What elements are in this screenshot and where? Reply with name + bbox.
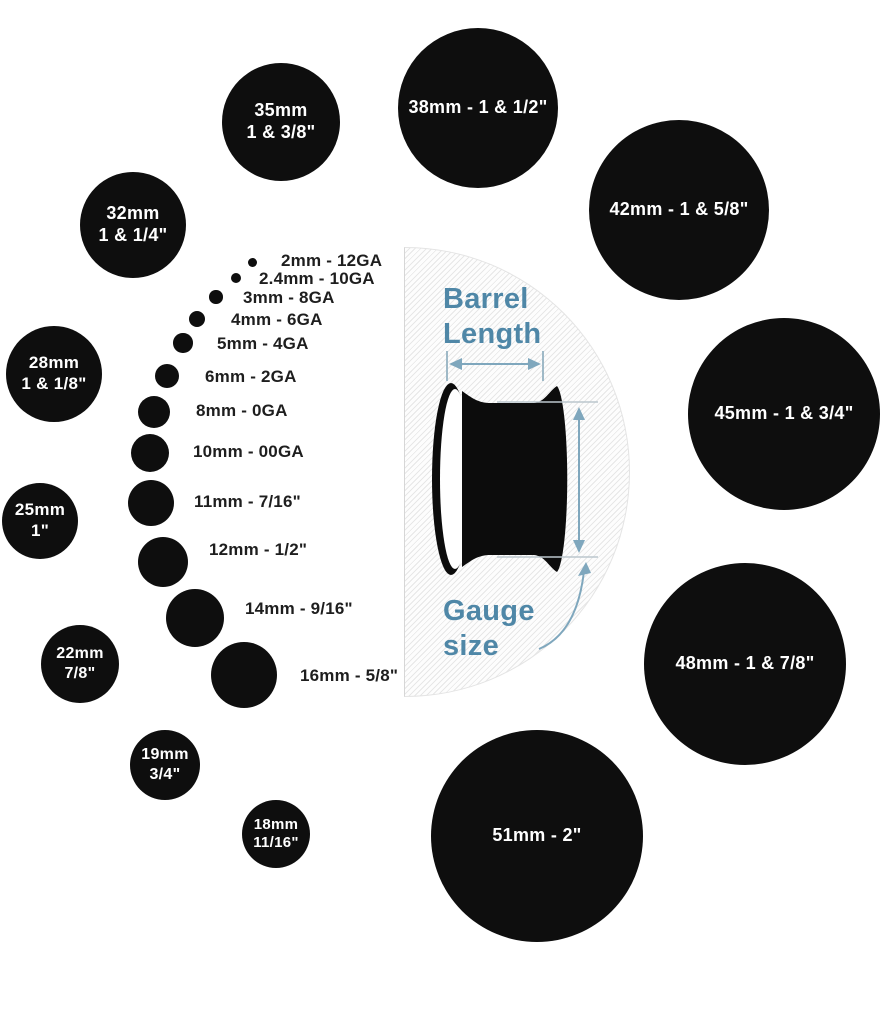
size-circle-label: 48mm - 1 & 7/8": [675, 653, 815, 674]
gauge-dot-3mm: [209, 290, 223, 304]
gauge-dot-10mm: [131, 434, 169, 472]
gauge-dot-5mm: [173, 333, 193, 353]
gauge-dot-label-2mm: 2mm - 12GA: [281, 251, 383, 270]
gauge-dot-2mm: [247, 257, 257, 267]
size-circle-label: 1": [30, 521, 50, 540]
size-circle-42mm: 42mm - 1 & 5/8": [589, 120, 769, 300]
size-circle-38mm: 38mm - 1 & 1/2": [398, 28, 558, 188]
size-circle-label: 42mm - 1 & 5/8": [609, 199, 749, 220]
size-circle-22mm: 22mm 7/8": [41, 625, 119, 703]
gauge-dot-14mm: [166, 589, 224, 647]
gauge-dot-label-16mm: 16mm - 5/8": [300, 666, 399, 685]
gauge-dot-label-3mm: 3mm - 8GA: [243, 288, 335, 307]
barrel-length-label-line2: Length: [443, 318, 542, 350]
size-circle-label: 28mm: [28, 353, 80, 373]
size-circle-label: 51mm - 2": [492, 825, 582, 846]
size-circle-label: 22mm: [56, 645, 104, 663]
size-circle-label: 45mm - 1 & 3/4": [714, 403, 854, 424]
gauge-dot-label-14mm: 14mm - 9/16": [245, 599, 353, 618]
gauge-dot-16mm: [211, 642, 277, 708]
size-circle-25mm: 25mm 1": [2, 483, 78, 559]
gauge-dot-label-5mm: 5mm - 4GA: [217, 334, 309, 353]
gauge-dot-label-11mm: 11mm - 7/16": [194, 492, 301, 511]
gauge-dot-4mm: [188, 310, 206, 328]
size-circle-label: 1 & 3/8": [246, 122, 316, 142]
size-circle-51mm: 51mm - 2": [431, 730, 643, 942]
gauge-size-label: Gauge size: [443, 594, 535, 664]
size-circle-28mm: 28mm 1 & 1/8": [6, 326, 102, 422]
gauge-dot-6mm: [155, 364, 179, 388]
gauge-dot-11mm: [128, 480, 174, 526]
size-circle-48mm: 48mm - 1 & 7/8": [644, 563, 846, 765]
size-circle-19mm: 19mm 3/4": [130, 730, 200, 800]
size-circle-label: 19mm: [141, 746, 189, 764]
size-circle-35mm: 35mm 1 & 3/8": [222, 63, 340, 181]
size-circle-label: 32mm: [106, 203, 160, 224]
size-circle-label: 18mm: [253, 815, 299, 833]
barrel-length-label-line1: Barrel: [443, 283, 529, 315]
gauge-dot-12mm: [138, 537, 188, 587]
size-circle-label: 25mm: [14, 500, 66, 520]
size-circle-label: 38mm - 1 & 1/2": [408, 97, 548, 118]
gauge-dot-label-4mm: 4mm - 6GA: [231, 310, 323, 329]
size-circle-label: 7/8": [64, 665, 96, 682]
gauge-dot-8mm: [138, 396, 170, 428]
size-circle-label: 3/4": [149, 766, 181, 783]
gauge-size-label-line1: Gauge: [443, 595, 535, 627]
size-circle-label: 35mm: [254, 100, 308, 121]
size-circle-45mm: 45mm - 1 & 3/4": [688, 318, 880, 510]
gauge-dot-label-2.4mm: 2.4mm - 10GA: [259, 269, 375, 288]
gauge-dot-label-10mm: 10mm - 00GA: [193, 442, 304, 461]
size-circle-label: 1 & 1/8": [21, 374, 87, 393]
gauge-dot-label-8mm: 8mm - 0GA: [196, 401, 288, 420]
size-circle-32mm: 32mm 1 & 1/4": [80, 172, 186, 278]
gauge-dot-label-6mm: 6mm - 2GA: [205, 367, 297, 386]
size-circle-label: 11/16": [253, 834, 299, 851]
size-circle-label: 1 & 1/4": [98, 225, 168, 245]
size-circle-18mm: 18mm 11/16": [242, 800, 310, 868]
gauge-dot-label-12mm: 12mm - 1/2": [209, 540, 308, 559]
barrel-length-label: Barrel Length: [443, 282, 541, 352]
gauge-dot-2.4mm: [230, 272, 242, 284]
gauge-size-label-line2: size: [443, 630, 500, 662]
